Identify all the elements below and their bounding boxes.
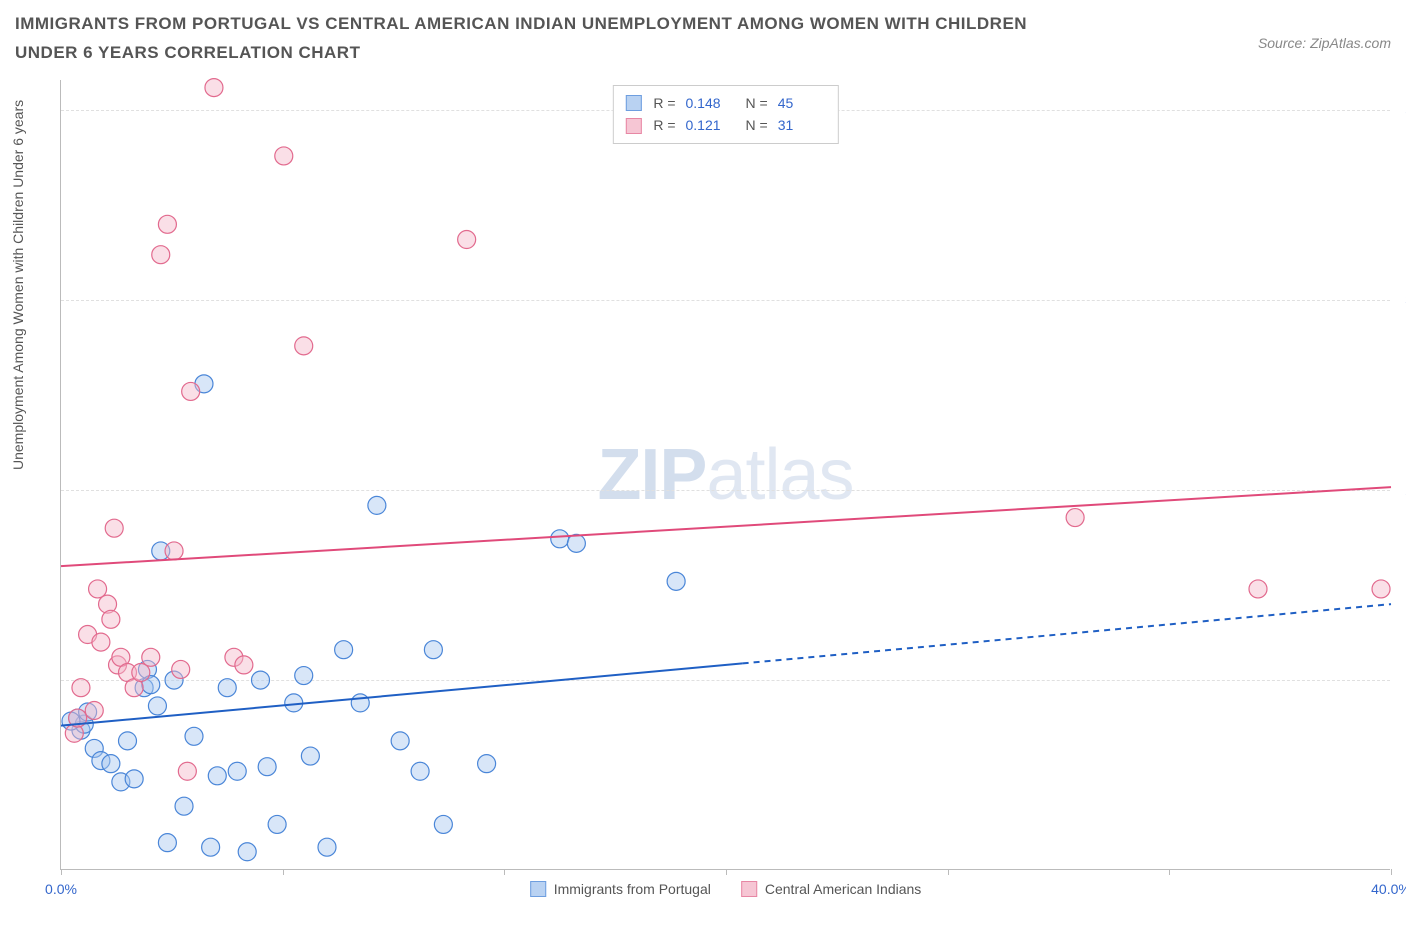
data-point-series-2 <box>275 147 293 165</box>
data-point-series-1 <box>424 641 442 659</box>
data-point-series-1 <box>252 671 270 689</box>
x-tick-label: 0.0% <box>45 881 77 897</box>
trend-line-series-1 <box>61 663 743 725</box>
data-point-series-2 <box>235 656 253 674</box>
chart-canvas <box>61 80 1390 869</box>
data-point-series-1 <box>295 667 313 685</box>
r-value-1: 0.148 <box>686 92 734 114</box>
data-point-series-1 <box>268 815 286 833</box>
data-point-series-1 <box>202 838 220 856</box>
data-point-series-1 <box>551 530 569 548</box>
data-point-series-1 <box>434 815 452 833</box>
trend-line-dashed-series-1 <box>743 604 1391 663</box>
data-point-series-2 <box>182 382 200 400</box>
data-point-series-1 <box>335 641 353 659</box>
data-point-series-1 <box>228 762 246 780</box>
source-attribution: Source: ZipAtlas.com <box>1258 35 1391 51</box>
data-point-series-2 <box>295 337 313 355</box>
data-point-series-1 <box>238 843 256 861</box>
x-tick-label: 40.0% <box>1371 881 1406 897</box>
data-point-series-1 <box>175 797 193 815</box>
data-point-series-2 <box>85 701 103 719</box>
data-point-series-2 <box>458 231 476 249</box>
data-point-series-2 <box>89 580 107 598</box>
chart-title: IMMIGRANTS FROM PORTUGAL VS CENTRAL AMER… <box>15 10 1095 68</box>
data-point-series-2 <box>92 633 110 651</box>
data-point-series-1 <box>185 727 203 745</box>
data-point-series-2 <box>1372 580 1390 598</box>
data-point-series-2 <box>165 542 183 560</box>
data-point-series-1 <box>351 694 369 712</box>
data-point-series-1 <box>667 572 685 590</box>
data-point-series-2 <box>152 246 170 264</box>
legend-label-1: Immigrants from Portugal <box>554 881 711 897</box>
x-tick <box>726 869 727 875</box>
data-point-series-2 <box>205 79 223 97</box>
y-axis-label: Unemployment Among Women with Children U… <box>10 100 26 470</box>
trend-line-series-2 <box>61 487 1391 566</box>
data-point-series-1 <box>218 679 236 697</box>
n-label: N = <box>746 92 768 114</box>
n-value-1: 45 <box>778 92 826 114</box>
n-label: N = <box>746 114 768 136</box>
data-point-series-2 <box>158 215 176 233</box>
r-value-2: 0.121 <box>686 114 734 136</box>
x-tick <box>1391 869 1392 875</box>
legend-item-series-2: Central American Indians <box>741 881 921 897</box>
data-point-series-2 <box>102 610 120 628</box>
data-point-series-1 <box>148 697 166 715</box>
data-point-series-2 <box>178 762 196 780</box>
data-point-series-1 <box>125 770 143 788</box>
x-tick <box>1169 869 1170 875</box>
data-point-series-1 <box>318 838 336 856</box>
data-point-series-1 <box>478 755 496 773</box>
data-point-series-1 <box>411 762 429 780</box>
legend-row-series-2: R = 0.121 N = 31 <box>625 114 825 136</box>
swatch-series-1-icon <box>530 881 546 897</box>
swatch-series-2 <box>625 118 641 134</box>
data-point-series-2 <box>142 648 160 666</box>
legend-item-series-1: Immigrants from Portugal <box>530 881 711 897</box>
x-tick <box>61 869 62 875</box>
data-point-series-1 <box>208 767 226 785</box>
data-point-series-1 <box>258 758 276 776</box>
data-point-series-1 <box>567 534 585 552</box>
x-tick <box>948 869 949 875</box>
data-point-series-2 <box>1249 580 1267 598</box>
x-tick <box>504 869 505 875</box>
data-point-series-1 <box>391 732 409 750</box>
swatch-series-2-icon <box>741 881 757 897</box>
data-point-series-1 <box>119 732 137 750</box>
data-point-series-1 <box>368 496 386 514</box>
r-label: R = <box>653 92 675 114</box>
legend-label-2: Central American Indians <box>765 881 921 897</box>
data-point-series-2 <box>172 660 190 678</box>
data-point-series-2 <box>132 664 150 682</box>
x-tick <box>283 869 284 875</box>
correlation-legend: R = 0.148 N = 45 R = 0.121 N = 31 <box>612 85 838 144</box>
r-label: R = <box>653 114 675 136</box>
data-point-series-1 <box>158 834 176 852</box>
data-point-series-2 <box>72 679 90 697</box>
data-point-series-1 <box>102 755 120 773</box>
n-value-2: 31 <box>778 114 826 136</box>
swatch-series-1 <box>625 95 641 111</box>
scatter-plot: ZIPatlas 12.5%25.0%37.5%50.0% 0.0%40.0% … <box>60 80 1390 870</box>
data-point-series-2 <box>105 519 123 537</box>
series-legend: Immigrants from Portugal Central America… <box>530 881 922 897</box>
data-point-series-2 <box>1066 509 1084 527</box>
data-point-series-1 <box>301 747 319 765</box>
legend-row-series-1: R = 0.148 N = 45 <box>625 92 825 114</box>
